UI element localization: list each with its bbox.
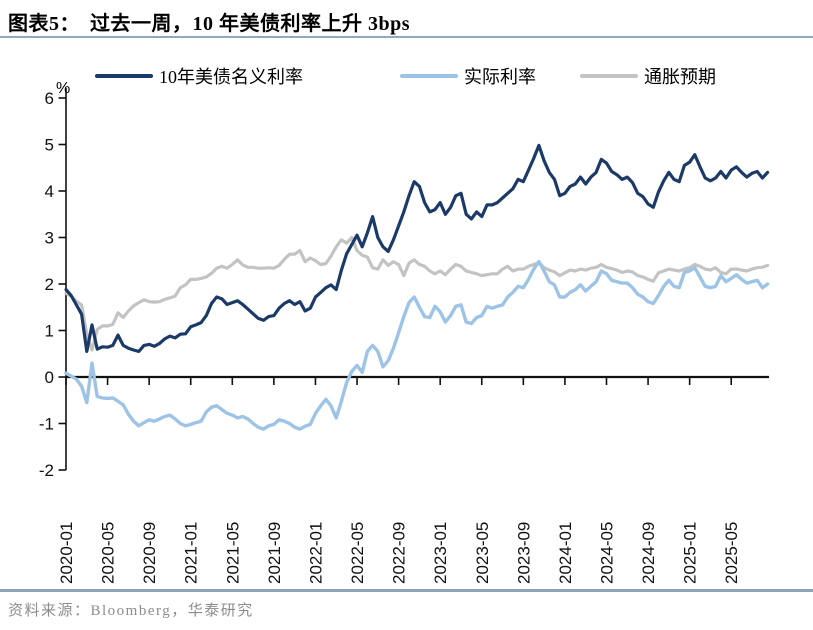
x-tick-label: 2022-09	[390, 522, 409, 584]
chart-title: 过去一周，10 年美债利率上升 3bps	[90, 13, 411, 35]
y-tick-label: 4	[45, 182, 54, 201]
x-tick-label: 2020-05	[99, 522, 118, 584]
y-tick-label: 0	[45, 368, 54, 387]
y-tick-label: 2	[45, 275, 54, 294]
x-tick-label: 2023-05	[473, 522, 492, 584]
y-tick-label: 3	[45, 229, 54, 248]
series-line-1	[64, 260, 770, 431]
y-axis: 6 5 4 3 2 1 0 -1 -2	[39, 88, 67, 480]
legend-line-swatch	[400, 74, 458, 78]
y-tick-label: 1	[45, 322, 54, 341]
x-tick-label: 2024-05	[597, 522, 616, 584]
legend-item-nominal: 10年美债名义利率	[95, 63, 303, 89]
header-divider	[0, 36, 813, 38]
legend-label: 通胀预期	[644, 67, 716, 87]
y-tick-label: 5	[45, 136, 54, 155]
x-tick-label: 2024-09	[639, 522, 658, 584]
chart-legend: 10年美债名义利率 实际利率 通胀预期	[0, 63, 813, 87]
y-tick-label: 6	[45, 89, 54, 108]
x-tick-label: 2021-01	[182, 522, 201, 584]
x-tick-label: 2020-09	[140, 522, 159, 584]
figure-number-label: 图表5：	[8, 13, 80, 35]
x-tick-label: 2022-01	[306, 522, 325, 584]
chart-header: 图表5： 过去一周，10 年美债利率上升 3bps	[0, 0, 813, 42]
y-axis-unit-label: %	[56, 80, 71, 97]
x-tick-label: 2022-05	[348, 522, 367, 584]
x-axis: 2020-01 2020-05 2020-09 2021-01 2021-05 2021-…	[57, 375, 769, 584]
y-tick-label: -1	[39, 415, 54, 434]
legend-item-breakeven: 通胀预期	[580, 63, 716, 89]
legend-label: 实际利率	[464, 67, 536, 87]
x-tick-label: 2020-01	[57, 522, 76, 584]
y-tick-label: -2	[39, 461, 54, 480]
x-tick-label: 2024-01	[556, 522, 575, 584]
x-tick-label: 2021-05	[223, 522, 242, 584]
chart-title-row: 图表5： 过去一周，10 年美债利率上升 3bps	[0, 0, 813, 42]
footer-divider	[0, 589, 813, 592]
x-tick-label: 2023-09	[514, 522, 533, 584]
x-tick-label: 2023-01	[431, 522, 450, 584]
x-tick-label: 2025-01	[681, 522, 700, 584]
legend-line-swatch	[95, 74, 153, 78]
x-tick-label: 2021-09	[265, 522, 284, 584]
source-note: 资料来源：Bloomberg，华泰研究	[8, 603, 254, 619]
series-line-0	[64, 143, 770, 353]
legend-label: 10年美债名义利率	[159, 67, 303, 87]
legend-line-swatch	[580, 74, 638, 78]
legend-item-real: 实际利率	[400, 63, 536, 89]
series-line-2	[64, 235, 770, 352]
x-tick-label: 2025-05	[722, 522, 741, 584]
